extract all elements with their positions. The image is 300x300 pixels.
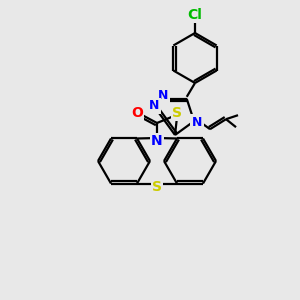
Text: S: S	[152, 179, 162, 194]
Text: N: N	[192, 116, 202, 129]
Text: Cl: Cl	[188, 8, 202, 22]
Text: N: N	[151, 134, 163, 148]
Text: N: N	[158, 89, 168, 102]
Text: S: S	[172, 106, 182, 120]
Text: N: N	[149, 99, 159, 112]
Text: O: O	[131, 106, 143, 120]
